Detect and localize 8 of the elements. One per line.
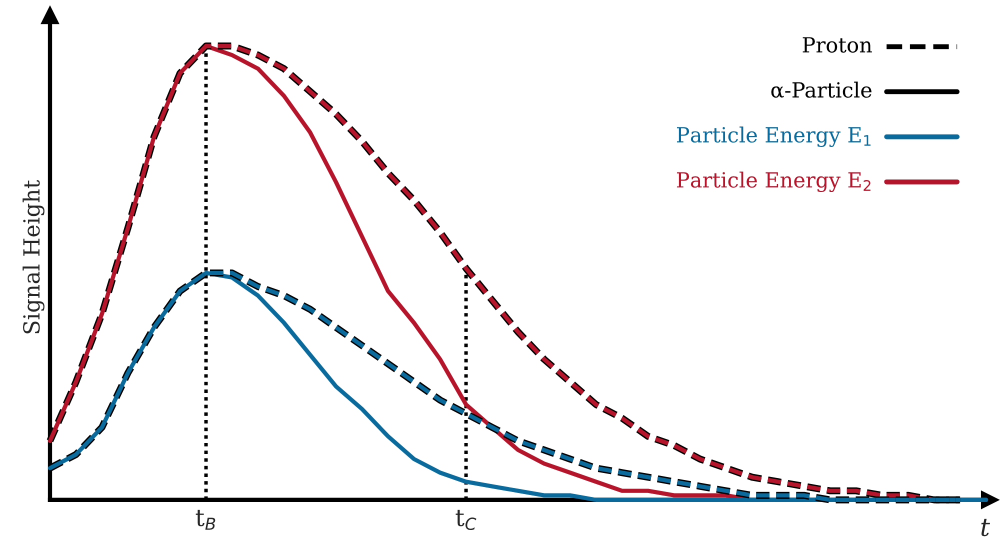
annotation: Particle Energy E$_{2}$ — [676, 172, 870, 192]
annotation: Particle Energy E$_{1}$ — [676, 126, 871, 147]
y-axis-title: Signal Height — [22, 180, 44, 334]
x-tick-label: t$_{B}$ — [196, 510, 216, 530]
annotation: Proton — [802, 37, 872, 53]
annotation: α-Particle — [771, 82, 872, 98]
x-tick-label: t$_{C}$ — [456, 510, 476, 530]
x-axis-title: t — [981, 518, 990, 536]
